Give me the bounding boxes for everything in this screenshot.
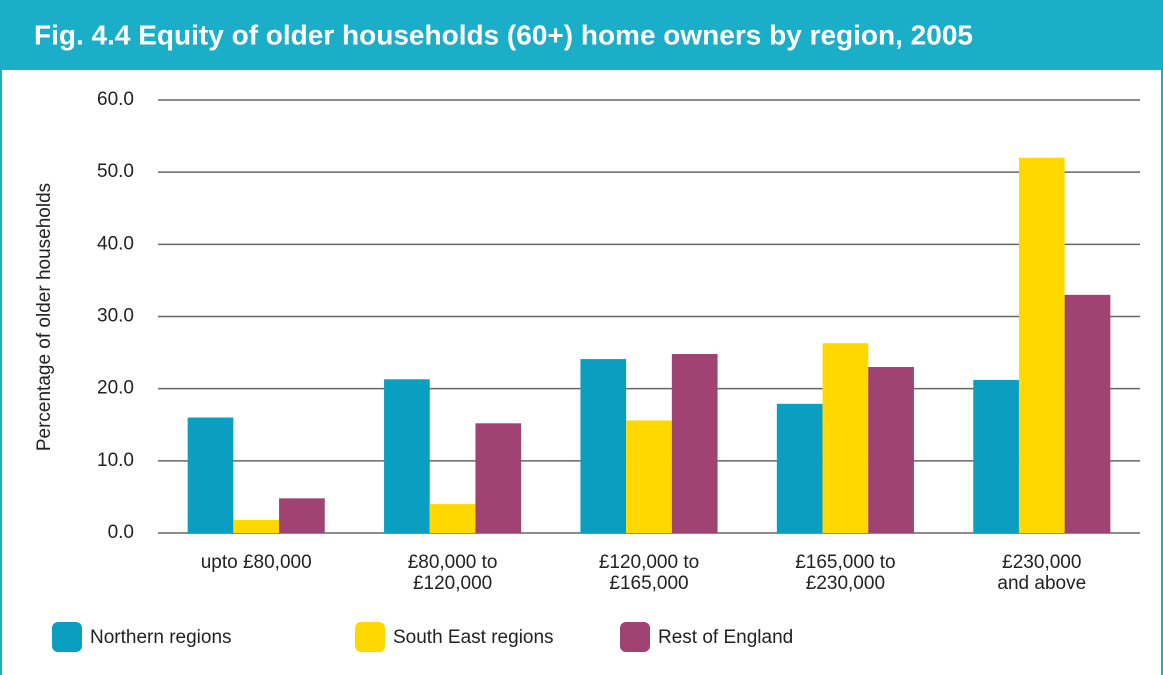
- x-tick-label: £80,000 to: [408, 552, 498, 573]
- y-tick-label: 60.0: [97, 89, 134, 110]
- chart-title: Fig. 4.4 Equity of older households (60+…: [34, 19, 973, 50]
- y-tick-label: 50.0: [97, 161, 134, 182]
- legend-label: South East regions: [393, 627, 554, 648]
- bar: [187, 417, 234, 533]
- legend-label: Rest of England: [658, 627, 793, 648]
- y-tick-label: 20.0: [97, 378, 134, 399]
- title-bar: [0, 0, 1163, 70]
- x-tick-label: £230,000: [1002, 552, 1081, 573]
- y-tick-label: 0.0: [108, 522, 134, 543]
- bar: [1064, 294, 1111, 533]
- x-tick-label: £165,000: [609, 573, 688, 594]
- y-tick-label: 40.0: [97, 233, 134, 254]
- border-left: [0, 70, 2, 675]
- x-tick-label: upto £80,000: [201, 552, 312, 573]
- bar: [973, 380, 1019, 533]
- legend-label: Northern regions: [90, 627, 232, 648]
- bar: [233, 520, 280, 533]
- bar: [868, 367, 914, 533]
- x-tick-label: £230,000: [806, 573, 885, 594]
- x-tick-label: and above: [997, 573, 1086, 594]
- border-right: [1161, 70, 1163, 675]
- bar: [580, 359, 627, 533]
- x-tick-label: £120,000 to: [599, 552, 699, 573]
- y-axis-label: Percentage of older households: [34, 183, 55, 451]
- legend-swatch: [52, 622, 82, 652]
- bar: [776, 403, 823, 533]
- bar: [671, 354, 718, 533]
- y-tick-label: 30.0: [97, 306, 134, 327]
- x-tick-label: £165,000 to: [795, 552, 895, 573]
- legend-swatch: [620, 622, 650, 652]
- bar: [279, 498, 325, 533]
- y-tick-label: 10.0: [97, 450, 134, 471]
- bar: [429, 504, 476, 533]
- legend-swatch: [355, 622, 385, 652]
- bar: [822, 343, 869, 533]
- bar: [475, 423, 522, 533]
- bar: [384, 379, 430, 533]
- x-tick-label: £120,000: [413, 573, 492, 594]
- bar: [626, 420, 672, 533]
- bar: [1018, 157, 1065, 533]
